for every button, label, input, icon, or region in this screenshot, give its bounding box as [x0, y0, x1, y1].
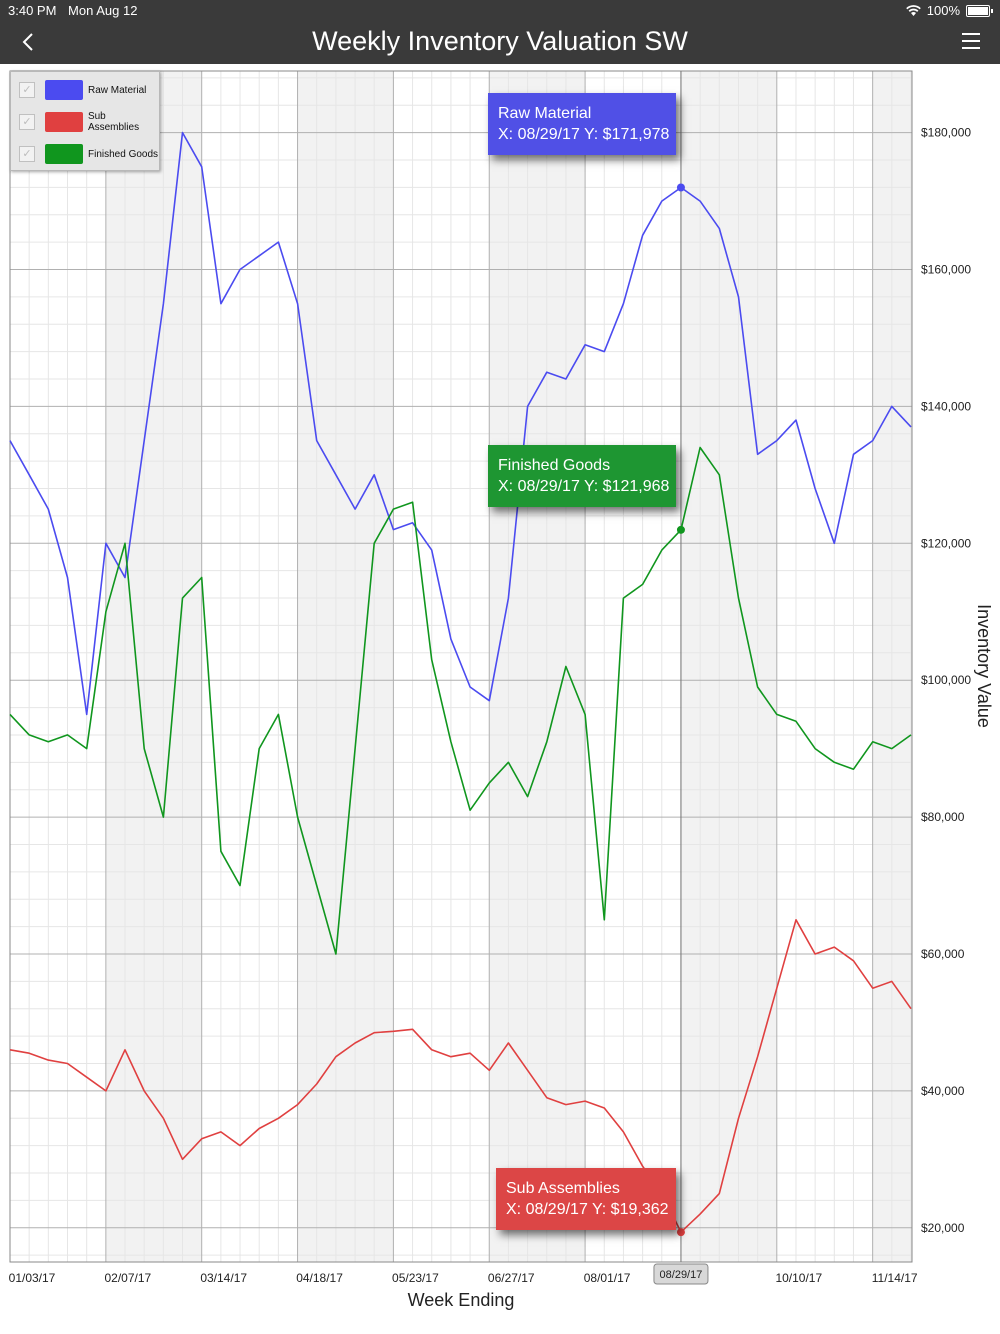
y-tick-label: $160,000 — [921, 263, 971, 277]
wifi-icon — [905, 5, 921, 16]
chart-legend: ✓ Raw Material ✓ Sub Assemblies ✓ Finish… — [10, 71, 160, 171]
legend-item-sub-assemblies[interactable]: ✓ Sub Assemblies — [19, 111, 159, 133]
back-chevron-icon[interactable] — [16, 28, 40, 56]
legend-label: Sub Assemblies — [87, 111, 140, 133]
x-tick-label: 11/14/17 — [872, 1271, 918, 1285]
legend-swatch — [45, 80, 83, 100]
battery-percent: 100% — [926, 3, 960, 18]
status-time: 3:40 PM — [8, 3, 57, 18]
y-tick-label: $100,000 — [921, 673, 971, 687]
checkbox-icon[interactable]: ✓ — [19, 114, 35, 130]
legend-item-raw-material[interactable]: ✓ Raw Material — [19, 80, 146, 100]
x-tick-label: 10/10/17 — [775, 1271, 822, 1285]
grid-band — [105, 71, 202, 1262]
nav-bar: Weekly Inventory Valuation SW — [0, 20, 1000, 64]
status-date: Mon Aug 12 — [68, 3, 138, 18]
grid-band — [297, 71, 394, 1262]
legend-item-finished-goods[interactable]: ✓ Finished Goods — [19, 144, 158, 164]
y-tick-label: $140,000 — [921, 399, 971, 413]
svg-text:08/29/17: 08/29/17 — [660, 1269, 703, 1281]
status-bar: 3:40 PM Mon Aug 12 100% — [0, 0, 1000, 20]
tooltip-finished-goods: Finished Goods X: 08/29/17 Y: $121,968 — [488, 445, 676, 507]
tooltip-value: X: 08/29/17 Y: $19,362 — [506, 1201, 669, 1218]
page-title: Weekly Inventory Valuation SW — [312, 26, 688, 56]
y-tick-label: $20,000 — [921, 1221, 965, 1235]
y-tick-label: $120,000 — [921, 536, 971, 550]
tooltip-title: Raw Material — [498, 105, 592, 122]
legend-label: Finished Goods — [88, 148, 159, 160]
grid-band — [872, 71, 912, 1262]
tooltip-value: X: 08/29/17 Y: $171,978 — [498, 126, 670, 143]
x-tick-label: 04/18/17 — [296, 1271, 343, 1285]
line-chart[interactable]: $20,000 $40,000 $60,000 $80,000 $100,000 $120… — [0, 64, 1000, 1334]
tooltip-value: X: 08/29/17 Y: $121,968 — [498, 478, 670, 495]
battery-icon — [966, 4, 993, 17]
selected-point-finished-goods — [676, 525, 685, 534]
legend-swatch — [44, 112, 83, 132]
x-tick-label: 02/07/17 — [104, 1271, 151, 1285]
legend-swatch — [45, 144, 83, 164]
tooltip-raw-material: Raw Material X: 08/29/17 Y: $171,978 — [488, 93, 676, 155]
plot-border — [9, 70, 913, 1263]
y-tick-label: $180,000 — [921, 126, 971, 140]
x-tick-label: 05/23/17 — [392, 1271, 439, 1285]
series-line-sub-assemblies — [9, 918, 912, 1233]
legend-label: Raw Material — [88, 84, 147, 96]
x-axis-title: Week Ending — [408, 1290, 515, 1310]
x-tick-label: 08/01/17 — [584, 1271, 631, 1285]
checkbox-icon[interactable]: ✓ — [19, 146, 35, 162]
selected-point-raw-material — [676, 183, 685, 192]
tooltip-title: Finished Goods — [498, 457, 611, 474]
grid-band — [680, 71, 777, 1262]
series-line-raw-material — [9, 131, 912, 716]
crosshair-x-label: 08/29/17 — [653, 1263, 709, 1285]
selected-point-sub-assemblies — [676, 1228, 685, 1237]
x-tick-label: 01/03/17 — [9, 1271, 56, 1285]
x-tick-label: 06/27/17 — [488, 1271, 535, 1285]
y-tick-label: $40,000 — [921, 1084, 965, 1098]
x-tick-label: 03/14/17 — [200, 1271, 247, 1285]
hamburger-menu-icon[interactable] — [962, 33, 980, 51]
series-line-finished-goods — [9, 446, 912, 955]
y-tick-label: $80,000 — [921, 810, 965, 824]
y-tick-label: $60,000 — [921, 947, 965, 961]
y-axis-title: Inventory Value — [974, 604, 994, 728]
tooltip-title: Sub Assemblies — [506, 1180, 620, 1197]
tooltip-sub-assemblies: Sub Assemblies X: 08/29/17 Y: $19,362 — [496, 1168, 676, 1230]
checkbox-icon[interactable]: ✓ — [19, 82, 35, 98]
